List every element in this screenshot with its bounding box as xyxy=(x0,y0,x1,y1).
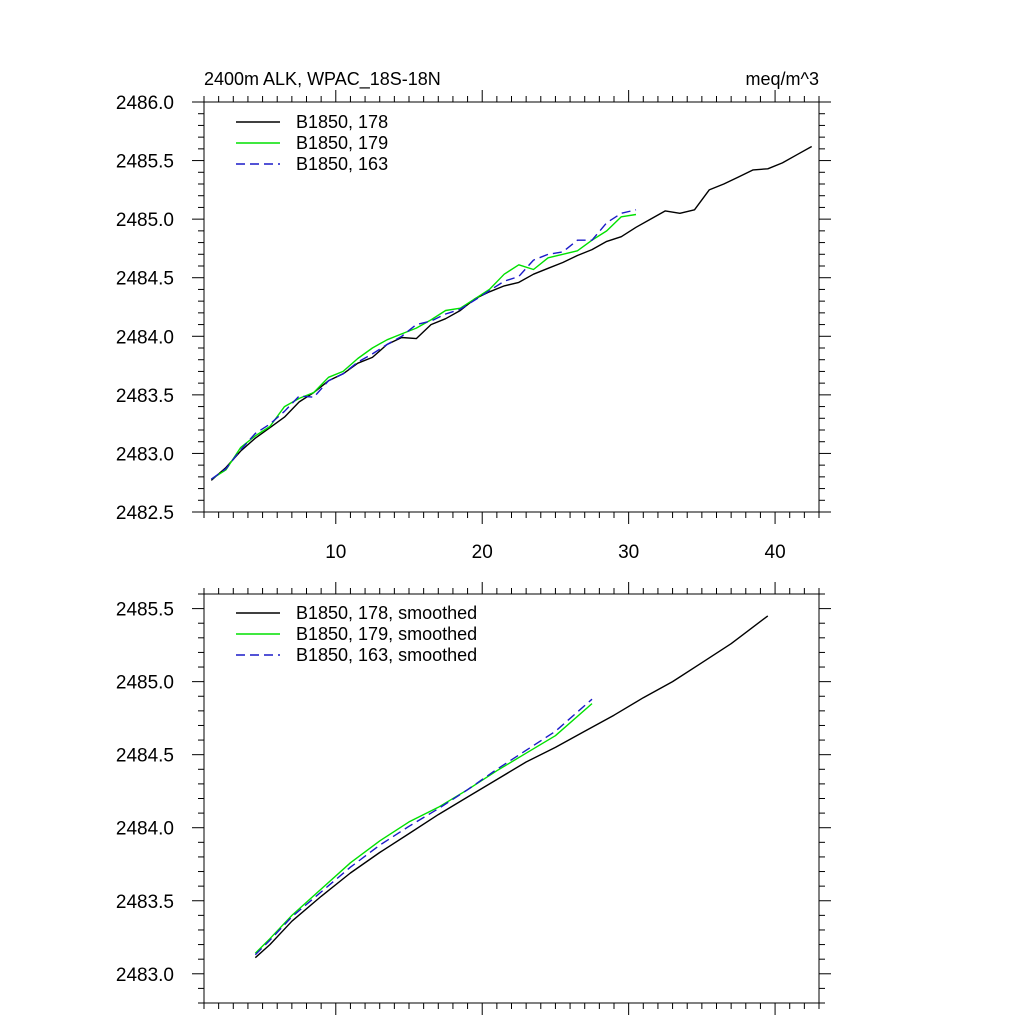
x-tick-label: 20 xyxy=(472,542,493,563)
y-tick-label: 2484.5 xyxy=(116,269,174,290)
legend-label: B1850, 178, smoothed xyxy=(296,603,477,623)
x-tick-label: 10 xyxy=(325,542,346,563)
y-tick-label: 2485.0 xyxy=(116,673,174,694)
y-tick-label: 2485.5 xyxy=(116,152,174,173)
series-line-1 xyxy=(210,145,813,481)
y-tick-label: 2483.5 xyxy=(116,892,174,913)
legend-label: B1850, 178 xyxy=(296,112,388,132)
chart-panel-1: 10 20 30 40 2482.5 2483.0 2483.5 2484.0 2484.5 24… xyxy=(116,69,831,563)
y-tick-label: 2483.5 xyxy=(116,386,174,407)
series-line-3 xyxy=(210,209,637,480)
y-tick-label: 2483.0 xyxy=(116,444,174,465)
units-label: meq/m^3 xyxy=(746,69,819,89)
y-tick-label: 2483.0 xyxy=(116,965,174,986)
legend-label: B1850, 179 xyxy=(296,133,388,153)
y-tick-label: 2486.0 xyxy=(116,93,174,114)
y-tick-label: 2485.5 xyxy=(116,600,174,621)
chart-title: 2400m ALK, WPAC_18S-18N xyxy=(204,69,441,90)
y-tick-label: 2484.5 xyxy=(116,746,174,767)
legend-label: B1850, 179, smoothed xyxy=(296,624,477,644)
series-line-2 xyxy=(210,213,637,480)
x-tick-label: 40 xyxy=(765,542,786,563)
series-line-2 xyxy=(254,703,593,954)
series-line-3 xyxy=(254,698,593,956)
y-tick-label: 2482.5 xyxy=(116,503,174,524)
y-tick-label: 2485.0 xyxy=(116,210,174,231)
y-tick-label: 2484.0 xyxy=(116,819,174,840)
series-line-1 xyxy=(254,615,769,959)
y-tick-label: 2484.0 xyxy=(116,327,174,348)
legend-label: B1850, 163 xyxy=(296,154,388,174)
legend-label: B1850, 163, smoothed xyxy=(296,645,477,665)
chart-panel-2: 2483.0 2483.5 2484.0 2484.5 2485.0 2485.5 B185… xyxy=(116,582,831,1015)
x-tick-label: 30 xyxy=(618,542,639,563)
